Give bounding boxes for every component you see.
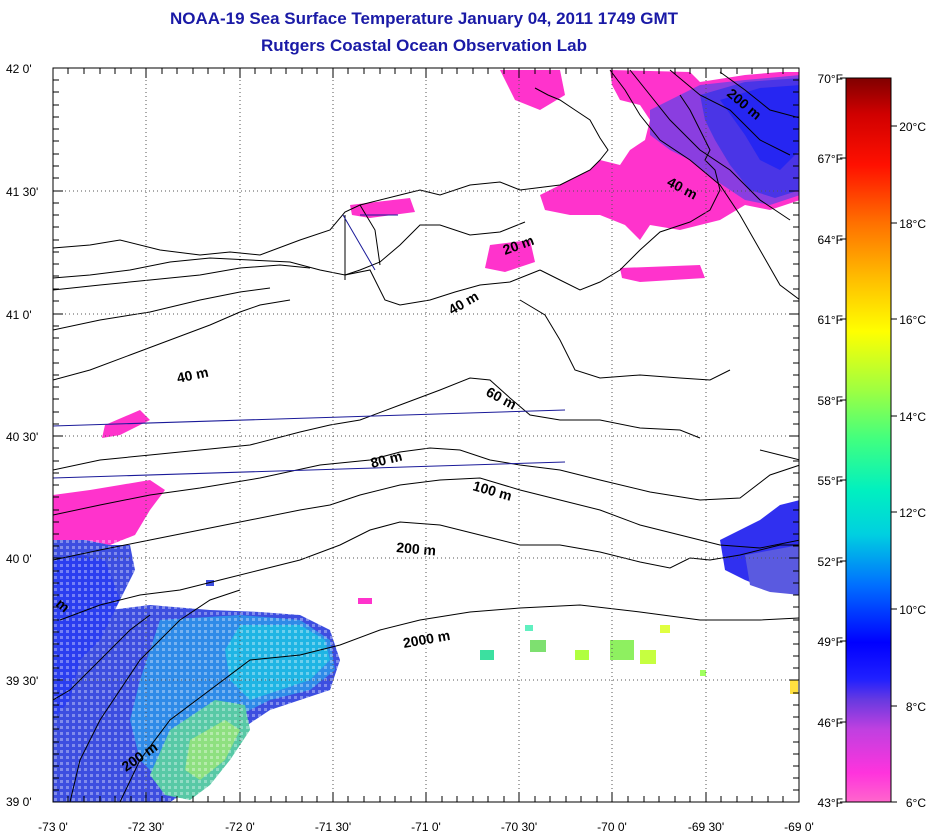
lon-label: -72 30' [128, 820, 164, 834]
lon-label: -69 30' [688, 820, 724, 834]
lon-label: -71 30' [315, 820, 351, 834]
contour-label: 80 m [369, 448, 404, 471]
latitude-labels: 42 0' 41 30' 41 0' 40 30' 40 0' 39 30' 3… [6, 62, 38, 809]
contour-label: 2000 m [402, 627, 452, 651]
contour-label: 40 m [446, 288, 482, 318]
map-subtitle: Rutgers Coastal Ocean Observation Lab [261, 36, 587, 55]
lon-label: -72 0' [225, 820, 255, 834]
fahrenheit-label: 67°F [818, 152, 843, 166]
lat-label: 39 30' [6, 674, 38, 688]
fahrenheit-label: 70°F [818, 72, 843, 86]
axis-ticks [53, 68, 799, 802]
map-title: NOAA-19 Sea Surface Temperature January … [169, 9, 679, 28]
celsius-label: 6°C [906, 796, 926, 810]
celsius-label: 12°C [899, 506, 926, 520]
celsius-label: 16°C [899, 313, 926, 327]
fahrenheit-label: 49°F [818, 635, 843, 649]
contour-label: 100 m [471, 478, 514, 504]
fahrenheit-label: 61°F [818, 313, 843, 327]
fahrenheit-label: 46°F [818, 716, 843, 730]
fahrenheit-label: 64°F [818, 233, 843, 247]
celsius-label: 10°C [899, 603, 926, 617]
longitude-labels: -73 0' -72 30' -72 0' -71 30' -71 0' -70… [38, 820, 814, 834]
temperature-colorbar: 70°F 67°F 64°F 61°F 58°F 55°F 52°F 49°F … [818, 72, 927, 810]
lon-label: -71 0' [411, 820, 441, 834]
lat-label: 40 30' [6, 430, 38, 444]
celsius-label: 18°C [899, 217, 926, 231]
fahrenheit-label: 58°F [818, 394, 843, 408]
contour-label: 200 m [396, 539, 437, 558]
bathymetry-contours [53, 69, 799, 802]
lon-label: -69 0' [784, 820, 814, 834]
sst-data-layer [53, 70, 799, 802]
colorbar-gradient [845, 77, 892, 803]
lon-label: -70 30' [501, 820, 537, 834]
lat-label: 42 0' [6, 62, 32, 76]
lat-label: 41 30' [6, 185, 38, 199]
fahrenheit-label: 43°F [818, 796, 843, 810]
celsius-label: 20°C [899, 120, 926, 134]
coastline [53, 87, 609, 256]
contour-label: 60 m [484, 384, 520, 413]
lat-label: 40 0' [6, 552, 32, 566]
fahrenheit-label: 55°F [818, 474, 843, 488]
offshore-pixels [206, 580, 798, 694]
celsius-label: 14°C [899, 410, 926, 424]
lon-label: -73 0' [38, 820, 68, 834]
fahrenheit-label: 52°F [818, 555, 843, 569]
lat-label: 41 0' [6, 308, 32, 322]
lat-label: 39 0' [6, 795, 32, 809]
lon-label: -70 0' [597, 820, 627, 834]
contour-label: 40 m [175, 364, 210, 386]
graticule [53, 68, 799, 802]
celsius-label: 8°C [906, 700, 926, 714]
